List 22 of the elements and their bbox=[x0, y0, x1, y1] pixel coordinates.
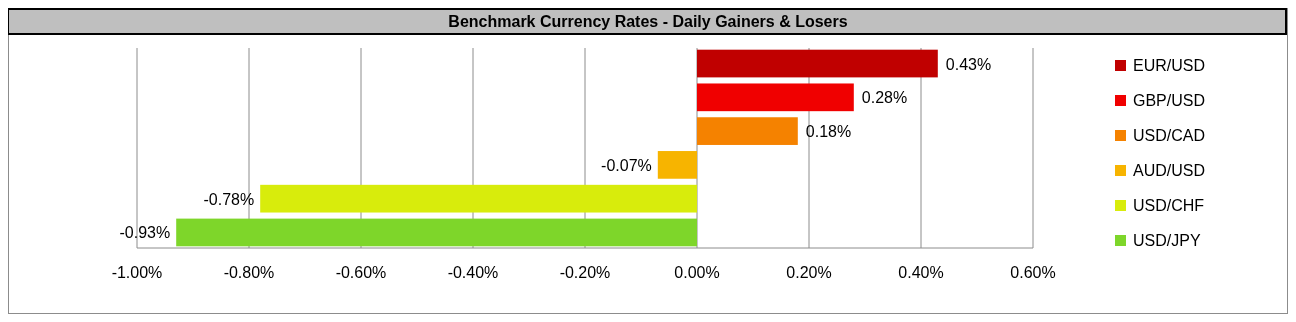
x-tick-label: 0.00% bbox=[674, 264, 720, 281]
data-label: 0.43% bbox=[945, 55, 992, 73]
x-tick-label: -1.00% bbox=[111, 264, 163, 281]
x-tick-label: -0.80% bbox=[223, 264, 275, 281]
x-tick-label: 0.40% bbox=[898, 264, 944, 281]
data-label: -0.93% bbox=[119, 224, 171, 242]
x-tick-label: -0.60% bbox=[335, 264, 387, 281]
legend-label: USD/CHF bbox=[1133, 197, 1205, 214]
data-label: 0.28% bbox=[861, 89, 908, 107]
legend-label: USD/JPY bbox=[1133, 232, 1201, 249]
x-tick-label: -0.20% bbox=[559, 264, 611, 281]
chart-title: Benchmark Currency Rates - Daily Gainers & Losers bbox=[448, 13, 848, 30]
x-tick-label: 0.60% bbox=[1010, 264, 1056, 281]
legend-label: GBP/USD bbox=[1133, 92, 1206, 109]
legend-label: EUR/USD bbox=[1133, 57, 1206, 74]
data-label: -0.78% bbox=[203, 190, 255, 208]
legend-label: USD/CAD bbox=[1133, 127, 1206, 144]
data-label: 0.18% bbox=[805, 123, 852, 141]
x-tick-label: 0.20% bbox=[786, 264, 832, 281]
legend-label: AUD/USD bbox=[1133, 162, 1206, 179]
x-tick-label: -0.40% bbox=[447, 264, 499, 281]
data-label: -0.07% bbox=[601, 156, 652, 174]
